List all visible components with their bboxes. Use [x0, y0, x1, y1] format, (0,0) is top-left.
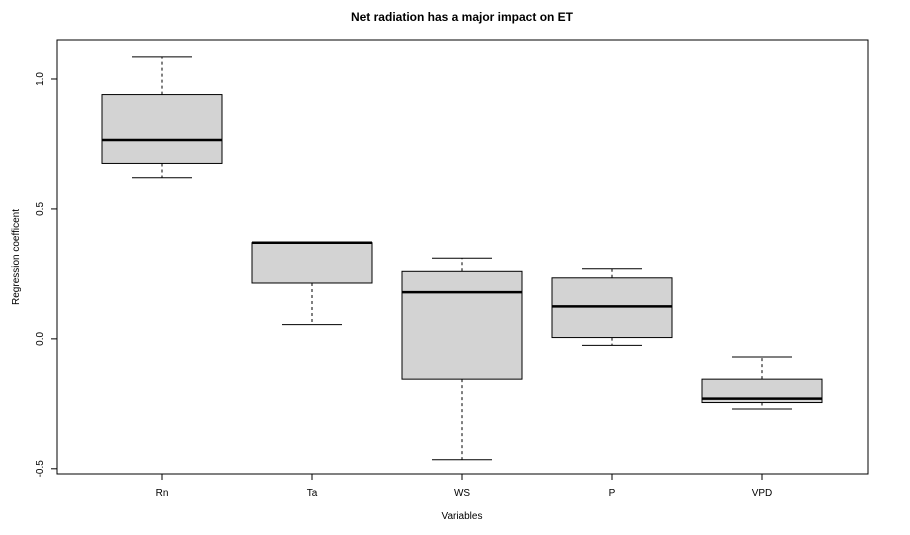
box-vpd — [701, 356, 823, 410]
boxes-layer — [101, 56, 823, 461]
box-iqr — [101, 94, 223, 164]
box-iqr — [401, 270, 523, 380]
x-tick-label: Ta — [307, 488, 318, 499]
box-p — [551, 268, 673, 346]
box-iqr — [551, 277, 673, 339]
box-ws — [401, 257, 523, 461]
chart-title: Net radiation has a major impact on ET — [351, 10, 574, 24]
x-tick-label: Rn — [156, 488, 169, 499]
box-iqr — [701, 378, 823, 404]
box-ta — [251, 241, 373, 326]
x-tick-label: VPD — [752, 488, 773, 499]
box-iqr — [251, 242, 373, 284]
y-tick-label: -0.5 — [35, 460, 46, 478]
y-axis: -0.5 0.0 0.5 1.0 — [35, 72, 57, 478]
x-axis: Rn Ta WS P VPD — [156, 474, 773, 499]
y-tick-label: 1.0 — [35, 72, 46, 86]
x-tick-label: P — [609, 488, 616, 499]
x-axis-label: Variables — [442, 511, 483, 522]
y-tick-label: 0.5 — [35, 202, 46, 216]
y-tick-label: 0.0 — [35, 331, 46, 345]
y-axis-label: Regression coefficent — [11, 209, 22, 305]
x-tick-label: WS — [454, 488, 470, 499]
box-rn — [101, 56, 223, 179]
